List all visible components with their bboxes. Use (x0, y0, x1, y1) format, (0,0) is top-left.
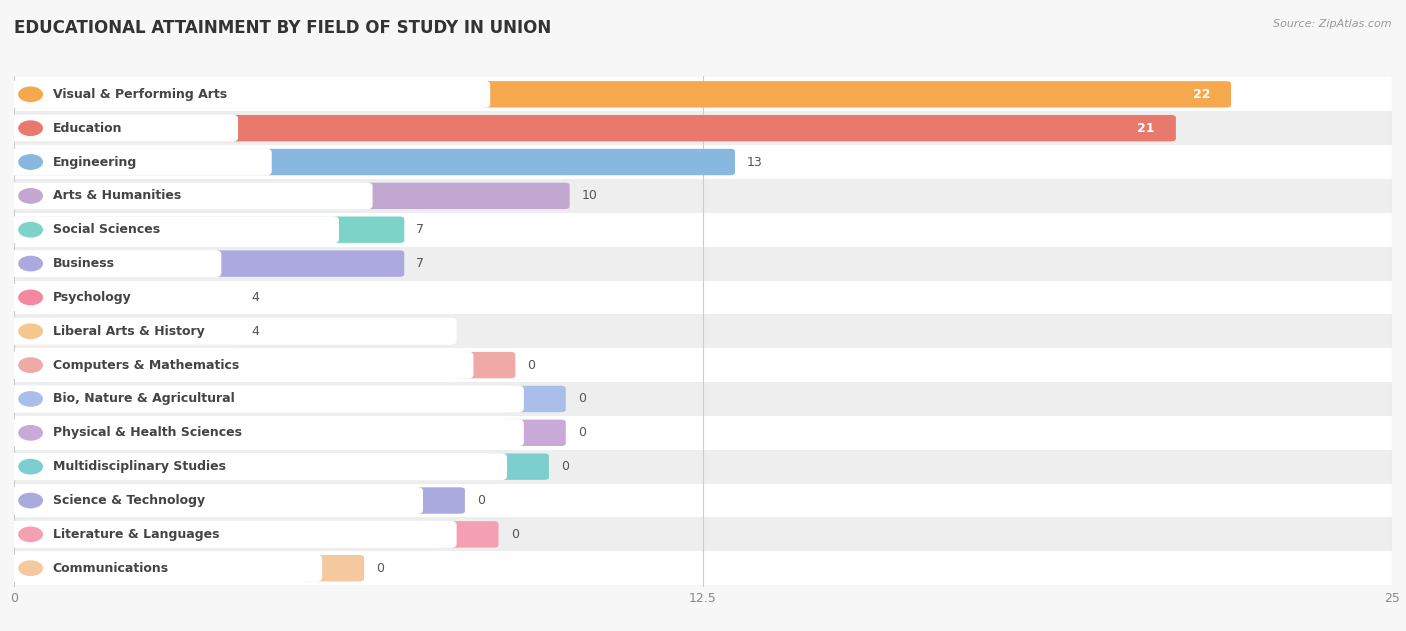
Circle shape (18, 290, 42, 305)
FancyBboxPatch shape (14, 382, 1392, 416)
Text: Science & Technology: Science & Technology (52, 494, 205, 507)
Circle shape (18, 189, 42, 203)
Text: Arts & Humanities: Arts & Humanities (52, 189, 181, 203)
FancyBboxPatch shape (7, 351, 474, 379)
Text: Multidisciplinary Studies: Multidisciplinary Studies (52, 460, 225, 473)
FancyBboxPatch shape (10, 149, 735, 175)
FancyBboxPatch shape (14, 450, 1392, 483)
FancyBboxPatch shape (7, 182, 373, 209)
Circle shape (18, 426, 42, 440)
Text: 0: 0 (578, 427, 586, 439)
FancyBboxPatch shape (7, 487, 423, 514)
Circle shape (18, 459, 42, 474)
Text: Physical & Health Sciences: Physical & Health Sciences (52, 427, 242, 439)
Text: 7: 7 (416, 223, 425, 236)
Text: 4: 4 (252, 325, 259, 338)
FancyBboxPatch shape (299, 555, 364, 581)
Text: 0: 0 (510, 528, 519, 541)
FancyBboxPatch shape (434, 521, 499, 548)
Text: Social Sciences: Social Sciences (52, 223, 160, 236)
FancyBboxPatch shape (10, 216, 405, 243)
FancyBboxPatch shape (401, 487, 465, 514)
FancyBboxPatch shape (14, 247, 1392, 281)
Text: 0: 0 (527, 358, 536, 372)
FancyBboxPatch shape (14, 416, 1392, 450)
FancyBboxPatch shape (7, 148, 271, 175)
FancyBboxPatch shape (502, 386, 565, 412)
FancyBboxPatch shape (10, 81, 1232, 107)
Text: Literature & Languages: Literature & Languages (52, 528, 219, 541)
FancyBboxPatch shape (14, 314, 1392, 348)
FancyBboxPatch shape (7, 386, 524, 413)
FancyBboxPatch shape (10, 183, 569, 209)
FancyBboxPatch shape (7, 419, 524, 446)
FancyBboxPatch shape (14, 483, 1392, 517)
Text: EDUCATIONAL ATTAINMENT BY FIELD OF STUDY IN UNION: EDUCATIONAL ATTAINMENT BY FIELD OF STUDY… (14, 19, 551, 37)
Text: 7: 7 (416, 257, 425, 270)
FancyBboxPatch shape (14, 348, 1392, 382)
FancyBboxPatch shape (7, 318, 457, 345)
Circle shape (18, 256, 42, 271)
Text: 4: 4 (252, 291, 259, 304)
FancyBboxPatch shape (14, 281, 1392, 314)
FancyBboxPatch shape (14, 111, 1392, 145)
Circle shape (18, 155, 42, 169)
Circle shape (18, 87, 42, 102)
Text: Education: Education (52, 122, 122, 134)
FancyBboxPatch shape (14, 213, 1392, 247)
Text: 0: 0 (477, 494, 485, 507)
Circle shape (18, 392, 42, 406)
FancyBboxPatch shape (14, 145, 1392, 179)
Circle shape (18, 527, 42, 541)
Text: 21: 21 (1137, 122, 1154, 134)
Text: Source: ZipAtlas.com: Source: ZipAtlas.com (1274, 19, 1392, 29)
Text: Computers & Mathematics: Computers & Mathematics (52, 358, 239, 372)
Text: Psychology: Psychology (52, 291, 131, 304)
Circle shape (18, 324, 42, 338)
FancyBboxPatch shape (14, 551, 1392, 585)
FancyBboxPatch shape (485, 454, 548, 480)
Text: 0: 0 (578, 392, 586, 406)
Text: Bio, Nature & Agricultural: Bio, Nature & Agricultural (52, 392, 235, 406)
Circle shape (18, 561, 42, 575)
FancyBboxPatch shape (7, 216, 339, 244)
FancyBboxPatch shape (10, 318, 239, 345)
FancyBboxPatch shape (7, 115, 238, 142)
Text: Engineering: Engineering (52, 155, 136, 168)
Text: 13: 13 (747, 155, 763, 168)
FancyBboxPatch shape (7, 284, 254, 311)
FancyBboxPatch shape (7, 81, 491, 108)
FancyBboxPatch shape (10, 251, 405, 277)
Text: Communications: Communications (52, 562, 169, 575)
FancyBboxPatch shape (451, 352, 516, 379)
Text: 0: 0 (561, 460, 569, 473)
Text: 10: 10 (582, 189, 598, 203)
FancyBboxPatch shape (10, 115, 1175, 141)
Circle shape (18, 121, 42, 136)
FancyBboxPatch shape (10, 284, 239, 310)
FancyBboxPatch shape (502, 420, 565, 446)
FancyBboxPatch shape (14, 78, 1392, 111)
Text: Business: Business (52, 257, 115, 270)
Circle shape (18, 223, 42, 237)
FancyBboxPatch shape (14, 179, 1392, 213)
FancyBboxPatch shape (7, 521, 457, 548)
Text: Visual & Performing Arts: Visual & Performing Arts (52, 88, 226, 101)
Circle shape (18, 493, 42, 508)
Text: 22: 22 (1192, 88, 1211, 101)
FancyBboxPatch shape (14, 517, 1392, 551)
Text: 0: 0 (377, 562, 384, 575)
Text: Liberal Arts & History: Liberal Arts & History (52, 325, 204, 338)
Circle shape (18, 358, 42, 372)
FancyBboxPatch shape (7, 555, 322, 582)
FancyBboxPatch shape (7, 453, 508, 480)
FancyBboxPatch shape (7, 250, 221, 277)
